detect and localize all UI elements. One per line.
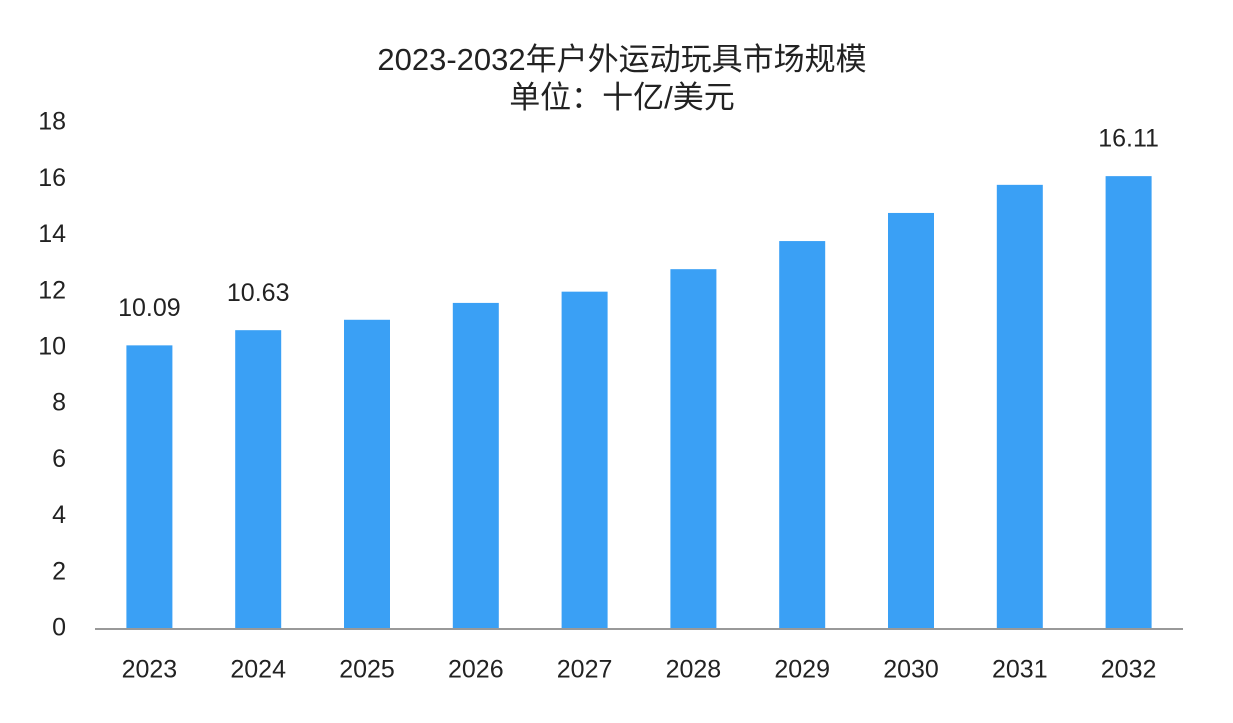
- x-tick-label: 2023: [122, 656, 178, 684]
- y-tick-label: 10: [38, 332, 66, 360]
- data-label: 10.09: [118, 294, 181, 322]
- bar: [344, 319, 390, 629]
- x-tick-label: 2024: [230, 656, 286, 684]
- y-tick-label: 18: [38, 108, 66, 136]
- bar: [1105, 176, 1152, 629]
- y-tick-label: 2: [52, 557, 66, 585]
- bar: [670, 269, 717, 629]
- bar: [235, 330, 282, 629]
- y-tick-label: 12: [38, 276, 66, 304]
- x-tick-label: 2028: [666, 656, 722, 684]
- bar: [126, 345, 173, 629]
- x-tick-label: 2030: [883, 656, 939, 684]
- x-tick-label: 2031: [992, 656, 1048, 684]
- bar: [888, 212, 934, 629]
- y-tick-label: 8: [52, 389, 66, 417]
- y-tick-label: 16: [38, 164, 66, 192]
- y-tick-label: 0: [52, 614, 66, 642]
- data-label: 10.63: [227, 279, 290, 307]
- x-tick-label: 2025: [339, 656, 395, 684]
- bar: [779, 241, 826, 630]
- x-tick-label: 2029: [774, 656, 830, 684]
- chart-subtitle: 单位：十亿/美元: [509, 80, 735, 115]
- bar: [561, 291, 608, 629]
- chart-title: 2023-2032年户外运动玩具市场规模: [377, 42, 866, 77]
- data-label: 16.11: [1098, 125, 1159, 153]
- bar: [452, 302, 499, 629]
- x-tick-label: 2032: [1101, 656, 1157, 684]
- y-tick-label: 6: [52, 445, 66, 473]
- x-tick-label: 2027: [557, 656, 613, 684]
- bar: [996, 184, 1043, 629]
- y-tick-label: 4: [52, 501, 66, 529]
- x-tick-label: 2026: [448, 656, 504, 684]
- y-tick-label: 14: [38, 220, 66, 248]
